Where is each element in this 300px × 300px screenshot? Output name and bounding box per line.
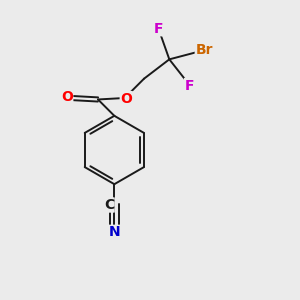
- Text: Br: Br: [195, 44, 213, 57]
- Text: O: O: [120, 92, 132, 106]
- Text: C: C: [104, 198, 114, 212]
- Text: F: F: [184, 79, 194, 92]
- Text: N: N: [109, 225, 120, 239]
- Text: F: F: [154, 22, 164, 36]
- Text: O: O: [61, 90, 73, 104]
